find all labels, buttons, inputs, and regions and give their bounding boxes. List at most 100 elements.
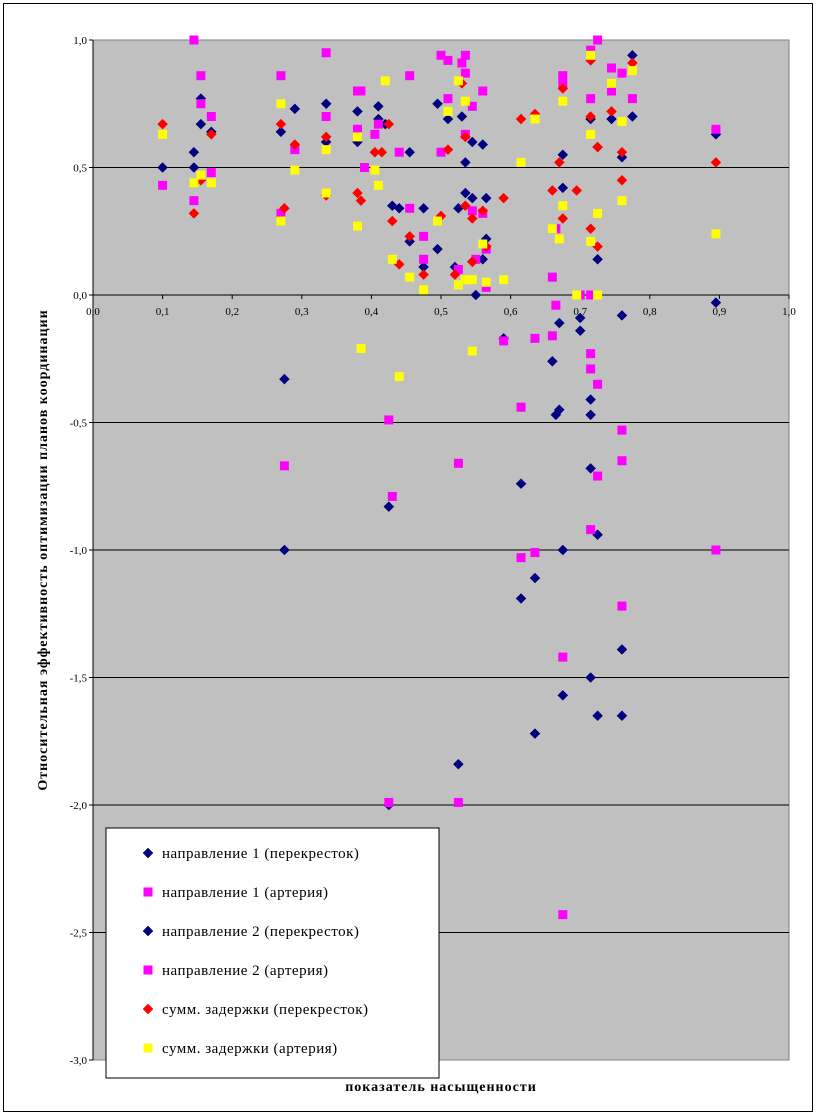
data-point xyxy=(380,76,390,86)
data-point xyxy=(394,147,404,157)
data-point xyxy=(453,758,464,770)
data-point xyxy=(498,192,509,204)
data-point xyxy=(711,229,721,239)
data-point xyxy=(586,290,596,300)
data-point xyxy=(466,136,478,148)
data-point xyxy=(515,478,527,490)
data-point xyxy=(558,96,568,106)
data-point xyxy=(276,71,286,81)
x-tick-label: 0,2 xyxy=(225,306,239,318)
y-tick-label: -2,0 xyxy=(70,800,88,812)
data-point xyxy=(627,66,637,76)
data-point xyxy=(449,269,461,280)
data-point xyxy=(188,146,200,158)
data-point xyxy=(460,187,471,199)
data-point xyxy=(616,310,628,321)
legend-marker xyxy=(143,887,153,897)
legend-marker xyxy=(142,847,154,859)
x-tick-label: 0,9 xyxy=(713,306,727,318)
data-point xyxy=(384,797,394,807)
x-axis-title: показатель насыщенности xyxy=(345,1080,537,1095)
data-point xyxy=(585,409,596,421)
data-point xyxy=(530,548,540,558)
data-point xyxy=(585,111,596,122)
data-point xyxy=(515,593,527,604)
data-point xyxy=(453,265,463,274)
data-point xyxy=(196,170,206,180)
data-point xyxy=(592,141,603,153)
data-point xyxy=(586,525,596,535)
data-point xyxy=(617,456,627,466)
legend-label: сумм. задержки (перекресток) xyxy=(162,1002,369,1018)
data-point xyxy=(387,491,397,501)
data-point xyxy=(553,317,565,329)
data-point xyxy=(279,461,289,471)
data-point xyxy=(547,355,558,367)
data-point xyxy=(607,63,617,73)
data-point xyxy=(592,710,603,722)
data-point xyxy=(370,129,380,139)
data-point xyxy=(547,224,557,234)
data-point xyxy=(593,379,603,389)
data-point xyxy=(558,71,568,81)
data-point xyxy=(557,149,569,161)
data-point xyxy=(419,254,429,264)
data-point xyxy=(376,146,388,158)
data-points xyxy=(157,35,722,920)
legend-label: направление 2 (перекресток) xyxy=(162,924,359,940)
data-point xyxy=(387,254,397,264)
data-point xyxy=(453,458,463,468)
data-point xyxy=(557,83,569,94)
data-point xyxy=(453,797,463,807)
legend-label: направление 2 (артерия) xyxy=(162,963,329,979)
data-point xyxy=(189,35,199,45)
data-point xyxy=(419,231,429,241)
data-point xyxy=(393,202,405,214)
data-point xyxy=(460,157,471,168)
y-tick-label: -1,5 xyxy=(70,673,88,685)
data-point xyxy=(467,346,477,356)
data-point xyxy=(477,205,489,217)
data-point xyxy=(460,275,470,285)
data-point xyxy=(481,277,491,287)
legend-marker xyxy=(143,1043,153,1053)
x-tick-label: 0,5 xyxy=(434,306,448,318)
data-point xyxy=(158,129,168,139)
y-tick-label: -0,5 xyxy=(70,418,88,430)
data-point xyxy=(418,269,429,280)
data-point xyxy=(557,544,569,556)
y-tick-label: -3,0 xyxy=(70,1055,88,1067)
data-point xyxy=(436,50,446,60)
data-point xyxy=(585,394,596,405)
data-point xyxy=(460,50,470,60)
data-point xyxy=(711,124,721,134)
data-point xyxy=(205,128,217,140)
data-point xyxy=(443,55,453,65)
data-point xyxy=(558,652,568,662)
data-point xyxy=(515,113,527,125)
legend-marker xyxy=(142,1003,154,1015)
data-point xyxy=(443,94,453,104)
data-point xyxy=(586,94,596,104)
data-point xyxy=(481,282,491,292)
data-point xyxy=(359,163,369,172)
data-point xyxy=(551,300,561,310)
data-point xyxy=(394,372,404,382)
data-point xyxy=(467,206,477,216)
data-point xyxy=(157,162,168,173)
data-point xyxy=(529,728,541,739)
data-point xyxy=(189,178,199,188)
data-point xyxy=(456,111,468,122)
data-point xyxy=(373,180,383,190)
data-point xyxy=(196,71,206,81)
data-point xyxy=(616,146,628,158)
data-point xyxy=(276,216,286,226)
y-tick-label: 0,5 xyxy=(73,163,87,175)
data-point xyxy=(529,572,541,584)
data-point xyxy=(586,50,596,60)
x-tick-label: 0,4 xyxy=(365,306,379,318)
data-point xyxy=(289,139,301,150)
legend: направление 1 (перекресток) направление 1… xyxy=(105,827,440,1079)
data-point xyxy=(470,289,482,301)
data-point xyxy=(607,78,617,88)
